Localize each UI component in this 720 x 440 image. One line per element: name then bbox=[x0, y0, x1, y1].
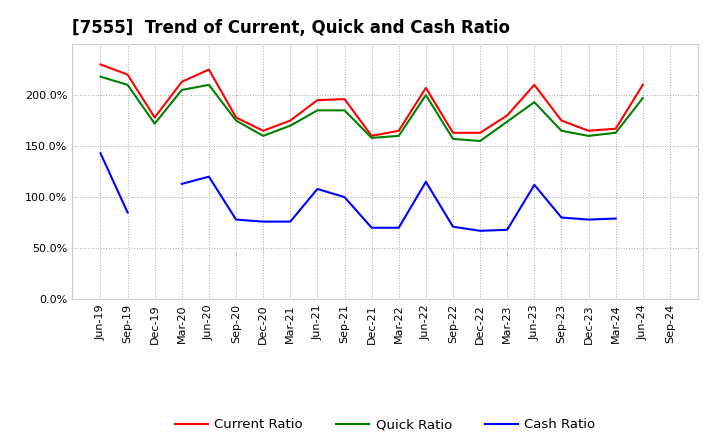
Current Ratio bbox=[150, 115, 159, 120]
Legend: Current Ratio, Quick Ratio, Cash Ratio: Current Ratio, Quick Ratio, Cash Ratio bbox=[170, 413, 600, 436]
Cash Ratio bbox=[530, 182, 539, 187]
Line: Cash Ratio: Cash Ratio bbox=[101, 153, 670, 231]
Current Ratio bbox=[367, 133, 376, 139]
Cash Ratio bbox=[178, 181, 186, 187]
Current Ratio bbox=[178, 79, 186, 84]
Cash Ratio bbox=[395, 225, 403, 231]
Current Ratio bbox=[313, 98, 322, 103]
Current Ratio bbox=[449, 130, 457, 136]
Quick Ratio bbox=[476, 138, 485, 143]
Quick Ratio bbox=[341, 108, 349, 113]
Cash Ratio bbox=[96, 150, 105, 156]
Current Ratio bbox=[611, 126, 620, 132]
Quick Ratio bbox=[232, 118, 240, 123]
Current Ratio bbox=[286, 118, 294, 123]
Cash Ratio bbox=[123, 210, 132, 215]
Current Ratio bbox=[557, 118, 566, 123]
Cash Ratio bbox=[367, 225, 376, 231]
Quick Ratio bbox=[259, 133, 268, 139]
Quick Ratio bbox=[395, 133, 403, 139]
Quick Ratio bbox=[178, 87, 186, 92]
Cash Ratio bbox=[476, 228, 485, 234]
Quick Ratio bbox=[530, 99, 539, 105]
Current Ratio bbox=[395, 128, 403, 133]
Cash Ratio bbox=[259, 219, 268, 224]
Cash Ratio bbox=[584, 217, 593, 222]
Text: [7555]  Trend of Current, Quick and Cash Ratio: [7555] Trend of Current, Quick and Cash … bbox=[72, 19, 510, 37]
Current Ratio bbox=[476, 130, 485, 136]
Current Ratio bbox=[503, 113, 511, 118]
Cash Ratio bbox=[503, 227, 511, 232]
Quick Ratio bbox=[639, 95, 647, 101]
Cash Ratio bbox=[341, 194, 349, 200]
Quick Ratio bbox=[557, 128, 566, 133]
Cash Ratio bbox=[313, 186, 322, 191]
Quick Ratio bbox=[150, 121, 159, 126]
Current Ratio bbox=[584, 128, 593, 133]
Quick Ratio bbox=[313, 108, 322, 113]
Current Ratio bbox=[123, 72, 132, 77]
Quick Ratio bbox=[611, 130, 620, 136]
Quick Ratio bbox=[123, 82, 132, 88]
Cash Ratio bbox=[557, 215, 566, 220]
Quick Ratio bbox=[421, 92, 430, 98]
Cash Ratio bbox=[232, 217, 240, 222]
Current Ratio bbox=[96, 62, 105, 67]
Cash Ratio bbox=[449, 224, 457, 229]
Cash Ratio bbox=[204, 174, 213, 180]
Line: Current Ratio: Current Ratio bbox=[101, 64, 643, 136]
Cash Ratio bbox=[665, 173, 674, 178]
Cash Ratio bbox=[611, 216, 620, 221]
Current Ratio bbox=[204, 67, 213, 72]
Current Ratio bbox=[639, 82, 647, 88]
Quick Ratio bbox=[584, 133, 593, 139]
Current Ratio bbox=[232, 115, 240, 120]
Current Ratio bbox=[341, 96, 349, 102]
Quick Ratio bbox=[449, 136, 457, 142]
Quick Ratio bbox=[286, 123, 294, 128]
Line: Quick Ratio: Quick Ratio bbox=[101, 77, 643, 141]
Current Ratio bbox=[259, 128, 268, 133]
Quick Ratio bbox=[503, 119, 511, 124]
Current Ratio bbox=[421, 85, 430, 91]
Quick Ratio bbox=[367, 135, 376, 140]
Quick Ratio bbox=[204, 82, 213, 88]
Current Ratio bbox=[530, 82, 539, 88]
Quick Ratio bbox=[96, 74, 105, 79]
Cash Ratio bbox=[286, 219, 294, 224]
Cash Ratio bbox=[421, 179, 430, 184]
